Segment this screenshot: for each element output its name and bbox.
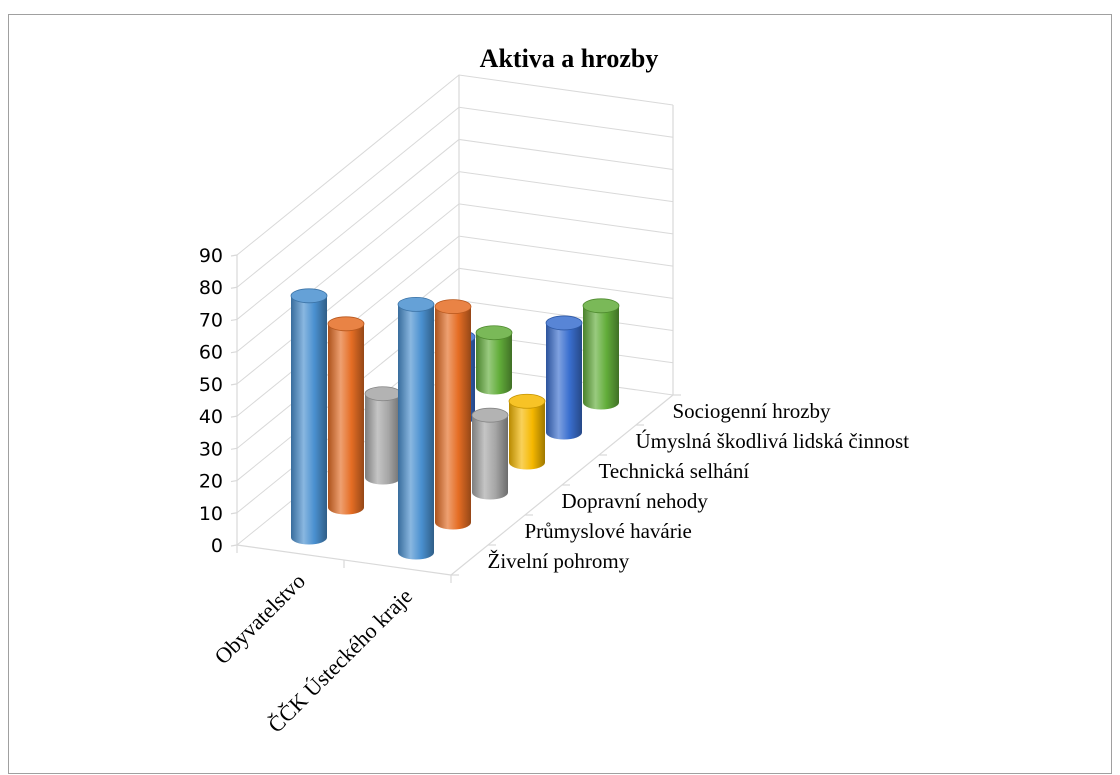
cylinder-body: [583, 305, 619, 410]
chart-title: Aktiva a hrozby: [480, 44, 659, 73]
cylinder: [508, 393, 546, 470]
y-tick-label: 20: [199, 471, 223, 493]
cylinder-top: [364, 386, 402, 402]
cylinder-top: [582, 298, 620, 314]
y-tick-mark: [230, 512, 238, 515]
y-tick-label: 70: [199, 309, 223, 331]
cylinder-body: [476, 332, 512, 395]
depth-axis-labels: Živelní pohromy Průmyslové havárie Dopravn…: [488, 399, 910, 573]
depth-label: Dopravní nehody: [562, 489, 709, 513]
cylinder-body: [291, 295, 327, 545]
y-tick-label: 60: [199, 342, 223, 364]
y-tick-label: 40: [199, 406, 223, 428]
cylinder-top: [290, 288, 328, 304]
cylinder-body: [546, 322, 582, 440]
depth-label: Úmyslná škodlivá lidská činnost: [636, 429, 910, 453]
y-tick-mark: [230, 447, 238, 450]
y-tick-mark: [230, 415, 238, 418]
cylinder-top: [471, 407, 509, 423]
depth-label: Živelní pohromy: [488, 549, 630, 573]
y-tick-label: 0: [211, 535, 223, 557]
y-tick-mark: [230, 544, 238, 547]
y-tick-labels: 0 10 20 30 40 50 60 70 80 90: [199, 245, 238, 557]
cylinder: [582, 298, 620, 410]
cylinder: [471, 407, 509, 500]
cylinder-body: [472, 415, 508, 500]
cylinders: [290, 288, 620, 560]
cylinder-body: [509, 401, 545, 470]
y-tick-mark: [230, 479, 238, 483]
gridline: [236, 106, 674, 288]
chart-svg: Aktiva a hrozby 0 10 20 30 40 50 60 70 80 90 Žive…: [199, 44, 910, 738]
y-tick-label: 90: [199, 245, 223, 267]
cylinder-top: [434, 299, 472, 315]
y-tick-label: 50: [199, 374, 223, 396]
category-label: Obyvatelstvo: [209, 568, 310, 669]
chart-frame: Aktiva a hrozby 0 10 20 30 40 50 60 70 80 90 Žive…: [8, 14, 1112, 774]
cylinder: [327, 316, 365, 515]
cylinder-top: [397, 296, 435, 312]
y-tick-label: 10: [199, 503, 223, 525]
cylinder-body: [398, 304, 434, 560]
depth-label: Sociogenní hrozby: [673, 399, 832, 423]
cylinder-body: [365, 393, 401, 485]
depth-label: Průmyslové havárie: [525, 519, 692, 543]
cylinder: [545, 315, 583, 440]
cylinder-top: [508, 393, 546, 409]
cylinder-body: [435, 306, 471, 530]
y-tick-mark: [230, 286, 238, 289]
gridline: [236, 74, 674, 256]
cylinder-body: [328, 323, 364, 515]
cylinder-top: [327, 316, 365, 332]
cylinder: [434, 299, 472, 530]
y-tick-label: 80: [199, 277, 223, 299]
y-tick-label: 30: [199, 438, 223, 460]
cylinder: [397, 296, 435, 560]
y-tick-mark: [230, 318, 238, 322]
cylinder: [290, 288, 328, 545]
y-tick-mark: [230, 383, 238, 386]
cylinder: [475, 325, 513, 395]
cylinder-top: [545, 315, 583, 331]
cylinder-top: [475, 325, 513, 341]
y-tick-mark: [230, 351, 238, 354]
depth-label: Technická selhání: [599, 459, 750, 483]
cylinder: [364, 386, 402, 485]
y-tick-mark: [230, 254, 238, 257]
